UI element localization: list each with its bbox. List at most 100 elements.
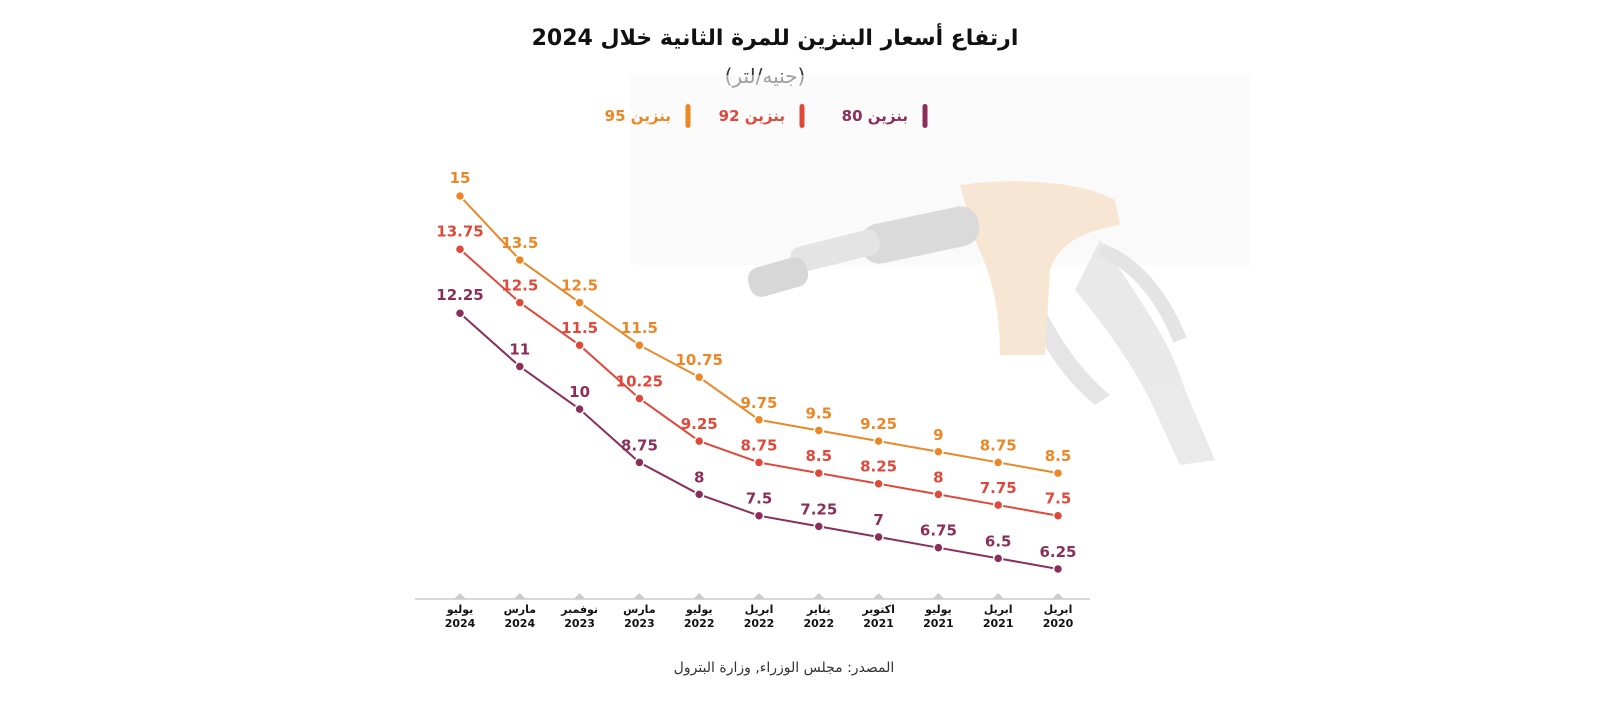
x-tick-label-year: 2021 [983, 617, 1014, 630]
data-point [992, 457, 1004, 468]
source-note: المصدر: مجلس الوزراء, وزارة البترول [673, 660, 895, 676]
x-tick-label-year: 2022 [744, 617, 775, 630]
x-tick-mark [633, 593, 646, 599]
data-point [634, 339, 645, 351]
data-point [813, 521, 825, 532]
data-label: 7.5 [1045, 490, 1072, 508]
data-point [454, 190, 466, 202]
data-label: 8 [933, 468, 943, 486]
data-point [693, 435, 705, 447]
data-label: 11.5 [561, 319, 598, 337]
data-point [753, 414, 765, 426]
data-label: 8.75 [980, 436, 1017, 454]
data-point [693, 371, 705, 383]
chart-legend: بنزين 80 بنزين 92 بنزين 95 [605, 104, 928, 128]
x-tick-mark [454, 593, 466, 599]
x-tick-label-month: يوليو [924, 603, 952, 616]
x-tick-label-month: مارس [504, 603, 536, 616]
data-label: 10 [569, 383, 590, 401]
data-label: 8.5 [1045, 447, 1072, 465]
data-point [454, 307, 466, 319]
data-point [873, 531, 884, 543]
data-point [873, 478, 884, 489]
data-point [1052, 467, 1064, 479]
data-label: 11 [509, 341, 530, 359]
data-label: 8.75 [740, 436, 777, 454]
x-axis-ticks: يوليو2024مارس2024نوفمبر2023مارس2023يوليو… [445, 593, 1074, 630]
data-label: 8.5 [806, 447, 833, 465]
series-group: 15 13.5 12.5 11.5 10.75 9.75 9.5 9.25 9 8.75 8.5 [450, 169, 1072, 479]
series-group: 13.75 12.5 11.5 10.25 9.25 8.75 8.5 8.25 8 7.75 7.… [436, 222, 1072, 521]
data-label: 12.5 [561, 277, 598, 295]
data-label: 6.25 [1039, 543, 1076, 561]
x-tick-label-month: اكتوبر [861, 603, 895, 616]
legend-label: بنزين 92 [719, 107, 785, 125]
data-point [634, 393, 645, 404]
data-label: 9.25 [681, 415, 718, 433]
data-label: 10.75 [675, 351, 722, 369]
data-label: 9.25 [860, 415, 897, 433]
x-tick-mark [812, 593, 825, 599]
data-label: 12.25 [436, 286, 483, 304]
data-point [933, 446, 944, 458]
data-point [514, 254, 526, 266]
x-tick-label-month: ابريل [745, 603, 774, 616]
x-tick-mark [573, 593, 586, 599]
x-tick-label-month: يوليو [446, 603, 474, 616]
series-group: 12.25 11 10 8.75 8 7.5 7.25 7 6.75 6.5 6.25 [436, 286, 1077, 575]
data-label: 8.25 [860, 458, 897, 476]
x-tick-label-month: ابريل [984, 603, 1013, 616]
x-tick-mark [992, 593, 1005, 599]
data-label: 8.75 [621, 436, 658, 454]
data-point [753, 457, 765, 468]
data-point [574, 297, 585, 308]
x-tick-label-year: 2022 [684, 617, 715, 630]
data-point [992, 499, 1004, 511]
data-label: 9 [933, 426, 943, 444]
data-point [813, 467, 825, 479]
data-label: 8 [694, 468, 704, 486]
data-label: 7 [873, 511, 883, 529]
data-point [514, 297, 526, 308]
fuel-nozzle-illustration [630, 75, 1250, 465]
x-tick-label-month: يناير [806, 603, 831, 616]
chart-title: ارتفاع أسعار البنزين للمرة الثانية خلال … [531, 26, 1019, 51]
x-tick-label-year: 2024 [445, 617, 476, 630]
data-point [1052, 510, 1064, 521]
data-point [753, 510, 765, 521]
data-point [933, 542, 944, 553]
x-tick-label-month: يوليو [685, 603, 713, 616]
data-point [454, 244, 466, 255]
data-point [873, 435, 884, 447]
x-tick-mark [872, 593, 885, 599]
data-label: 7.25 [800, 500, 837, 518]
x-tick-mark [753, 593, 765, 599]
x-tick-mark [1052, 593, 1064, 599]
data-label: 9.75 [740, 394, 777, 412]
data-label: 9.5 [806, 404, 833, 422]
series-lines: 1513.512.511.510.759.759.59.2598.758.513… [436, 169, 1077, 575]
data-point [634, 457, 645, 468]
x-tick-label-year: 2023 [624, 617, 655, 630]
x-tick-label-year: 2024 [504, 617, 535, 630]
data-label: 15 [450, 169, 471, 187]
data-point [574, 403, 585, 415]
x-tick-label-month: مارس [623, 603, 655, 616]
data-label: 13.75 [436, 222, 483, 240]
x-tick-mark [513, 593, 526, 599]
data-label: 7.5 [746, 490, 773, 508]
data-label: 13.5 [501, 234, 538, 252]
data-label: 12.5 [501, 277, 538, 295]
data-point [813, 425, 825, 436]
data-label: 11.5 [621, 319, 658, 337]
data-point [933, 489, 944, 500]
x-tick-mark [932, 593, 945, 599]
data-point [574, 339, 585, 351]
x-tick-label-month: ابريل [1044, 603, 1073, 616]
x-tick-label-month: نوفمبر [560, 603, 598, 616]
data-label: 7.75 [980, 479, 1017, 497]
data-label: 10.25 [616, 372, 663, 390]
x-tick-mark [693, 593, 706, 599]
data-point [992, 553, 1004, 564]
